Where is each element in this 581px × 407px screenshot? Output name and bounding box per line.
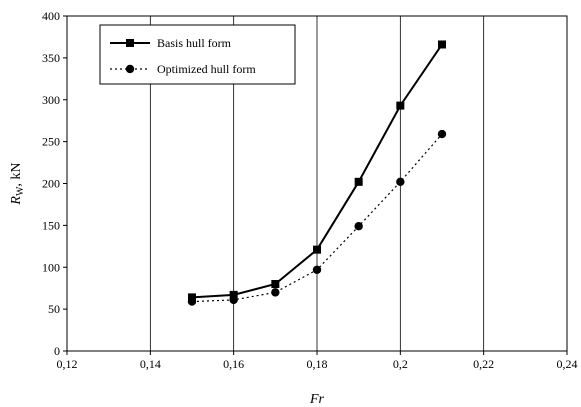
optimized-data-point [229, 295, 238, 305]
legend-box [99, 24, 296, 85]
optimized-data-point [271, 288, 280, 297]
legend-square-marker [126, 39, 134, 47]
x-tick-label: 0,14 [140, 357, 161, 371]
y-axis-title-subscript: W [15, 186, 26, 196]
y-tick-label: 400 [42, 9, 60, 23]
basis-data-point [313, 245, 321, 254]
basis-data-point [271, 280, 280, 288]
optimized-data-point [354, 222, 363, 231]
x-tick-label: 0,18 [307, 357, 328, 371]
y-tick-label: 300 [42, 93, 60, 107]
y-tick-label: 0 [54, 344, 60, 358]
y-axis-title-unit: , kN [9, 162, 24, 186]
x-tick-label: 0,22 [473, 357, 494, 371]
optimized-data-point [437, 129, 447, 139]
legend-circle-marker [125, 64, 135, 74]
y-axis-title: RW, kN [9, 162, 26, 205]
optimized-data-point [396, 177, 405, 187]
y-tick-label: 150 [42, 218, 60, 232]
series [187, 40, 447, 306]
ticks: 0,12 0,14 0,16 0,18 0,2 0,22 0,24 0 50 100 150 200 2… [42, 9, 578, 371]
x-tick-label: 0,2 [393, 357, 408, 371]
legend: Basis hull form Optimized hull form [99, 24, 296, 85]
y-tick-label: 350 [42, 51, 60, 65]
x-tick-label: 0,12 [57, 357, 78, 371]
x-tick-label: 0,16 [223, 357, 244, 371]
y-axis-title-main: R [9, 196, 24, 206]
y-tick-label: 100 [42, 260, 60, 274]
y-tick-label: 250 [42, 135, 60, 149]
optimized-data-point [312, 265, 322, 274]
basis-data-point [354, 177, 363, 186]
x-tick-label: 0,24 [557, 357, 578, 371]
y-tick-label: 50 [48, 302, 60, 316]
x-axis-title: Fr [309, 392, 325, 407]
legend-label: Basis hull form [157, 36, 232, 50]
optimized-data-point [187, 297, 197, 306]
basis-data-point [229, 290, 238, 299]
legend-label: Optimized hull form [157, 62, 256, 76]
y-tick-label: 200 [42, 177, 60, 191]
basis-data-point [438, 40, 446, 49]
basis-data-point [396, 101, 405, 110]
